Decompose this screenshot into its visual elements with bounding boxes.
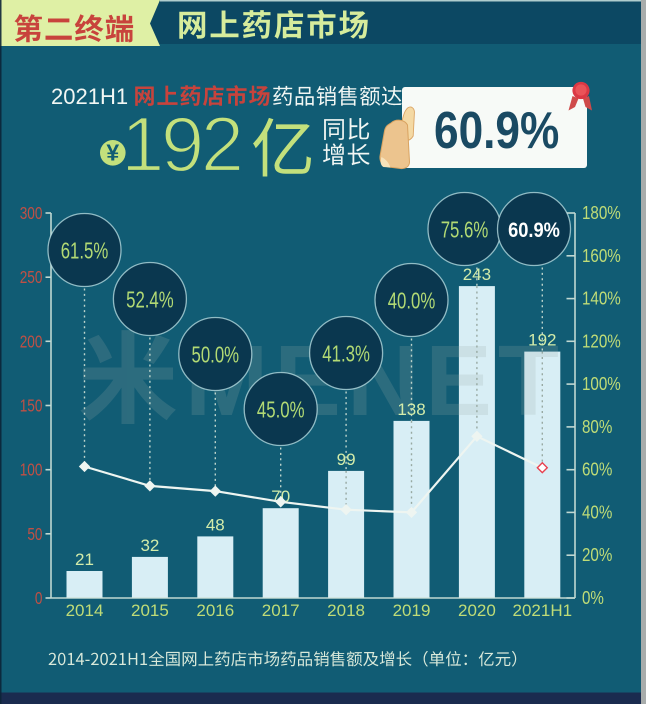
svg-text:50: 50 — [27, 525, 42, 544]
svg-text:60.9%: 60.9% — [508, 219, 560, 243]
svg-text:75.6%: 75.6% — [441, 218, 489, 243]
svg-text:21: 21 — [75, 550, 94, 569]
svg-text:192: 192 — [121, 100, 241, 188]
svg-text:243: 243 — [463, 265, 491, 284]
svg-text:40%: 40% — [582, 502, 612, 523]
svg-text:52.4%: 52.4% — [126, 288, 174, 313]
svg-text:80%: 80% — [582, 416, 612, 437]
svg-text:180%: 180% — [582, 203, 621, 224]
svg-text:2021H1: 2021H1 — [51, 84, 128, 109]
svg-text:2020: 2020 — [458, 601, 496, 620]
svg-text:48: 48 — [206, 515, 225, 534]
svg-text:300: 300 — [20, 205, 43, 224]
svg-text:2017: 2017 — [262, 601, 300, 620]
svg-text:200: 200 — [20, 333, 43, 352]
svg-text:2015: 2015 — [131, 601, 169, 620]
svg-text:0%: 0% — [582, 588, 604, 609]
svg-text:160%: 160% — [582, 245, 621, 266]
svg-text:2018: 2018 — [327, 601, 365, 620]
svg-text:140%: 140% — [582, 288, 621, 309]
svg-text:¥: ¥ — [106, 139, 119, 165]
svg-text:250: 250 — [20, 269, 43, 288]
svg-text:60%: 60% — [582, 459, 612, 480]
svg-text:192: 192 — [528, 331, 556, 350]
svg-text:60.9%: 60.9% — [434, 102, 559, 160]
svg-text:99: 99 — [337, 450, 356, 469]
svg-text:40.0%: 40.0% — [388, 289, 436, 314]
svg-text:50.0%: 50.0% — [192, 343, 240, 368]
svg-text:32: 32 — [140, 536, 159, 555]
svg-text:2019: 2019 — [393, 601, 431, 620]
svg-text:100%: 100% — [582, 374, 621, 395]
svg-text:45.0%: 45.0% — [257, 398, 305, 423]
svg-text:2016: 2016 — [196, 601, 234, 620]
svg-text:2021H1: 2021H1 — [513, 601, 573, 620]
svg-text:2014: 2014 — [66, 601, 104, 620]
svg-text:61.5%: 61.5% — [61, 239, 109, 264]
svg-text:120%: 120% — [582, 331, 621, 352]
svg-text:100: 100 — [20, 461, 43, 480]
svg-text:138: 138 — [397, 400, 425, 419]
svg-text:41.3%: 41.3% — [322, 342, 370, 367]
svg-text:150: 150 — [20, 397, 43, 416]
svg-text:0: 0 — [35, 590, 43, 609]
svg-text:20%: 20% — [582, 545, 612, 566]
